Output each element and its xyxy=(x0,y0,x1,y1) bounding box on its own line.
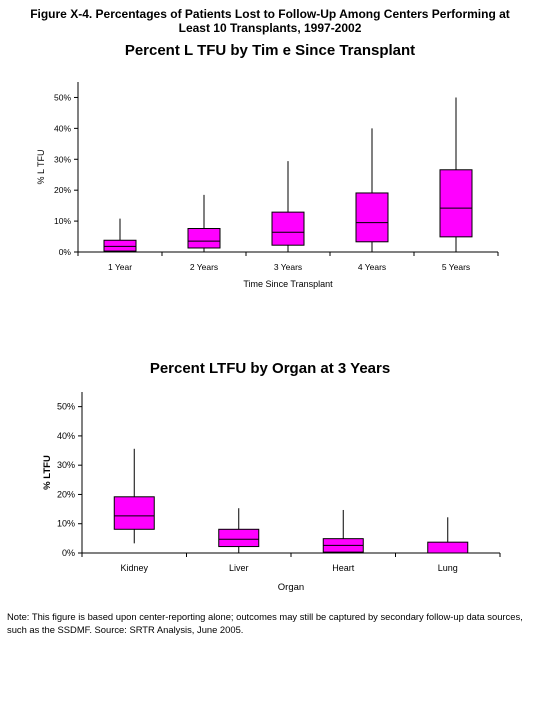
chart-title: Percent LTFU by Organ at 3 Years xyxy=(150,360,390,377)
x-axis-label: Time Since Transplant xyxy=(243,279,333,289)
y-tick-label: 20% xyxy=(54,185,71,195)
chart-title: Percent L TFU by Tim e Since Transplant xyxy=(125,42,415,59)
box-liver xyxy=(218,528,260,548)
box-kidney xyxy=(113,496,155,530)
y-tick-label: 10% xyxy=(57,519,75,529)
y-tick-label: 10% xyxy=(54,216,71,226)
x-tick-label: Lung xyxy=(438,563,458,573)
x-tick-label: 3 Years xyxy=(274,262,302,272)
x-tick-label: 4 Years xyxy=(358,262,386,272)
x-axis-label: Organ xyxy=(278,582,304,593)
box-3-years xyxy=(271,211,305,246)
y-tick-label: 50% xyxy=(57,402,75,412)
chart-organ-3-years-svg: Percent LTFU by Organ at 3 Years 0% 10% 20%… xyxy=(42,360,501,593)
y-axis-label: % L TFU xyxy=(36,149,46,184)
y-tick-label: 40% xyxy=(54,123,71,133)
x-tick-label: 2 Years xyxy=(190,262,218,272)
box-lung xyxy=(427,541,469,554)
box-5-years xyxy=(439,169,473,238)
box-1-year xyxy=(103,239,137,252)
x-tick-label: 5 Years xyxy=(442,262,470,272)
y-tick-label: 40% xyxy=(57,431,75,441)
chart-time-since-transplant: Percent L TFU by Tim e Since Transplant 0… xyxy=(0,34,540,304)
x-tick-label: Heart xyxy=(332,563,355,573)
x-tick-label: 1 Year xyxy=(108,262,132,272)
y-tick-label: 0% xyxy=(59,247,72,257)
box-4-years xyxy=(355,192,389,243)
y-tick-label: 30% xyxy=(57,460,75,470)
x-tick-label: Liver xyxy=(229,563,249,573)
x-tick-label: Kidney xyxy=(120,563,148,573)
chart-organ-3-years: Percent LTFU by Organ at 3 Years 0% 10% 20%… xyxy=(0,350,540,600)
figure-note: Note: This figure is based upon center-r… xyxy=(7,611,523,635)
chart-time-since-transplant-svg: Percent L TFU by Tim e Since Transplant 0… xyxy=(36,42,499,289)
box-2-years xyxy=(187,228,221,249)
figure-title: Figure X-4. Percentages of Patients Lost… xyxy=(30,7,510,35)
y-tick-label: 0% xyxy=(62,548,75,558)
y-tick-label: 30% xyxy=(54,154,71,164)
y-axis-label: % LTFU xyxy=(42,455,53,490)
y-tick-label: 20% xyxy=(57,489,75,499)
y-tick-label: 50% xyxy=(54,92,71,102)
